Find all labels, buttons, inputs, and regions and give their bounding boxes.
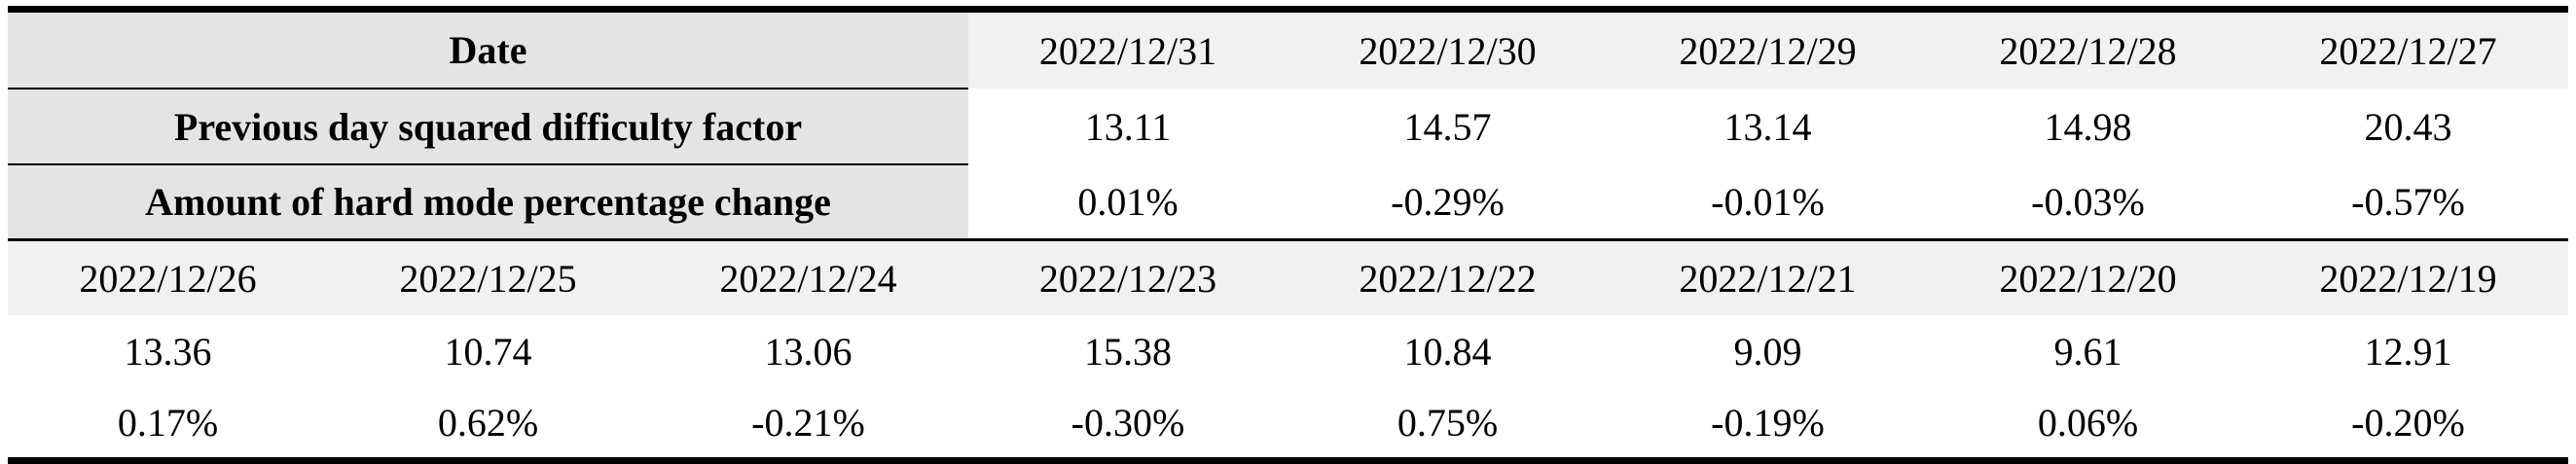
factor-cell: 14.57 xyxy=(1403,104,1492,149)
factor-cell: 14.98 xyxy=(2044,104,2132,149)
label-date: Date xyxy=(8,6,968,89)
change-cell: -0.20% xyxy=(2248,387,2568,464)
label-change: Amount of hard mode percentage change xyxy=(8,164,968,240)
change-cell: -0.30% xyxy=(968,387,1288,464)
table-row-dates-lower: 2022/12/26 2022/12/25 2022/12/24 2022/12… xyxy=(8,238,2568,315)
data-table-container: Date 2022/12/31 2022/12/30 2022/12/29 20… xyxy=(8,6,2568,464)
table-row-factor-upper: Previous day squared difficulty factor 1… xyxy=(8,89,2568,165)
factor-cell: 13.06 xyxy=(764,329,853,374)
table-row-dates-upper: Date 2022/12/31 2022/12/30 2022/12/29 20… xyxy=(8,6,2568,89)
table-row-change-lower: 0.17% 0.62% -0.21% -0.30% 0.75% -0.19% 0… xyxy=(8,387,2568,464)
change-cell: 0.06% xyxy=(1928,387,2248,464)
change-cell: -0.29% xyxy=(1391,179,1505,224)
date-cell: 2022/12/27 xyxy=(2248,6,2568,89)
change-cell: 0.62% xyxy=(328,387,648,464)
change-cell: 0.01% xyxy=(1077,179,1179,224)
change-cell: -0.19% xyxy=(1608,387,1928,464)
date-cell: 2022/12/22 xyxy=(1288,238,1608,315)
factor-cell: 12.91 xyxy=(2364,329,2452,374)
factor-cell: 13.36 xyxy=(124,329,212,374)
label-factor: Previous day squared difficulty factor xyxy=(8,89,968,165)
date-cell: 2022/12/24 xyxy=(648,238,968,315)
factor-cell: 10.84 xyxy=(1403,329,1492,374)
date-cell: 2022/12/30 xyxy=(1288,6,1608,89)
factor-cell: 13.14 xyxy=(1723,104,1812,149)
factor-cell: 9.61 xyxy=(2053,329,2122,374)
factor-cell: 20.43 xyxy=(2364,104,2452,149)
factor-cell: 15.38 xyxy=(1084,329,1172,374)
change-cell: 0.17% xyxy=(8,387,328,464)
change-cell: 0.75% xyxy=(1288,387,1608,464)
table-row-change-upper: Amount of hard mode percentage change 0.… xyxy=(8,164,2568,240)
date-cell: 2022/12/21 xyxy=(1608,238,1928,315)
change-cell: -0.01% xyxy=(1711,179,1825,224)
date-cell: 2022/12/19 xyxy=(2248,238,2568,315)
factor-cell: 9.09 xyxy=(1733,329,1802,374)
change-cell: -0.21% xyxy=(648,387,968,464)
date-cell: 2022/12/29 xyxy=(1608,6,1928,89)
difficulty-table: Date 2022/12/31 2022/12/30 2022/12/29 20… xyxy=(8,6,2568,464)
table-row-factor-lower: 13.36 10.74 13.06 15.38 10.84 9.09 9.61 … xyxy=(8,315,2568,387)
factor-cell: 13.11 xyxy=(1084,104,1172,149)
date-cell: 2022/12/20 xyxy=(1928,238,2248,315)
change-cell: -0.57% xyxy=(2351,179,2465,224)
change-cell: -0.03% xyxy=(2031,179,2145,224)
date-cell: 2022/12/26 xyxy=(8,238,328,315)
factor-cell: 10.74 xyxy=(444,329,532,374)
date-cell: 2022/12/25 xyxy=(328,238,648,315)
date-cell: 2022/12/31 xyxy=(968,6,1288,89)
date-cell: 2022/12/23 xyxy=(968,238,1288,315)
date-cell: 2022/12/28 xyxy=(1928,6,2248,89)
